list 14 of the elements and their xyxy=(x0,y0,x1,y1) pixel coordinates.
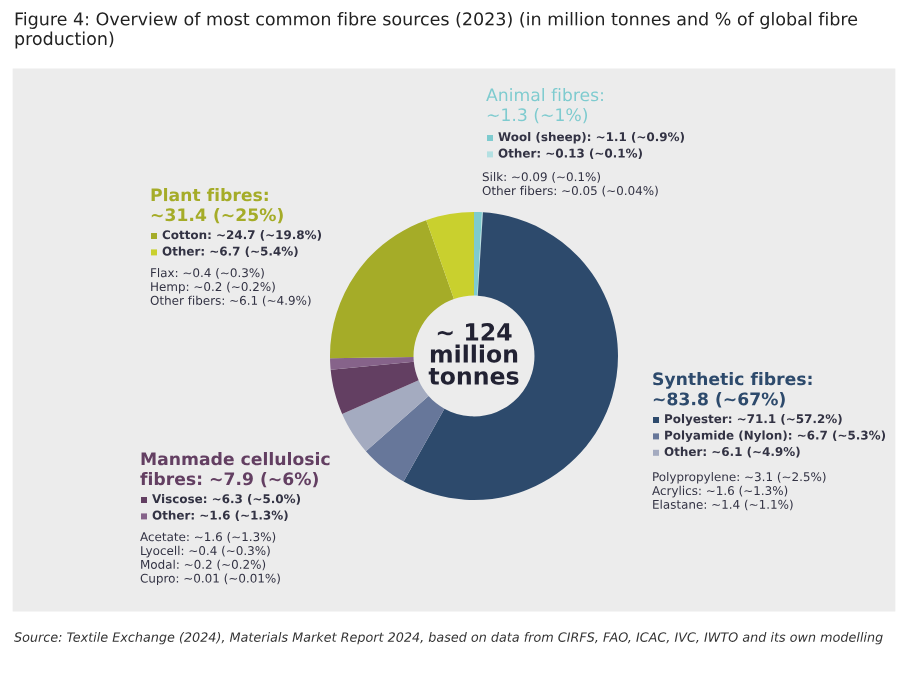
donut-slice xyxy=(403,212,618,500)
text: ~ 124 million tonnes xyxy=(428,323,519,385)
donut-slice xyxy=(342,380,429,452)
donut-slice xyxy=(474,212,482,296)
donut-slice xyxy=(365,395,445,482)
donut-slice xyxy=(330,356,414,370)
text: Manmade cellulosic fibres: ~7.9 (~6%) xyxy=(140,452,330,488)
donut-slice xyxy=(330,361,419,414)
chart-title: Figure 4: Overview of most common fibre sources (2023) (in million tonnes and % of global fibre production) xyxy=(15,12,858,49)
text: Synthetic fibres: ~83.8 (~67%) xyxy=(653,372,812,408)
donut-slice xyxy=(426,212,474,299)
text: Animal fibres: ~1.3 (~1%) xyxy=(486,88,603,124)
donut-slice xyxy=(477,212,483,296)
text: Plant fibres: ~31.4 (~25%) xyxy=(151,188,283,224)
